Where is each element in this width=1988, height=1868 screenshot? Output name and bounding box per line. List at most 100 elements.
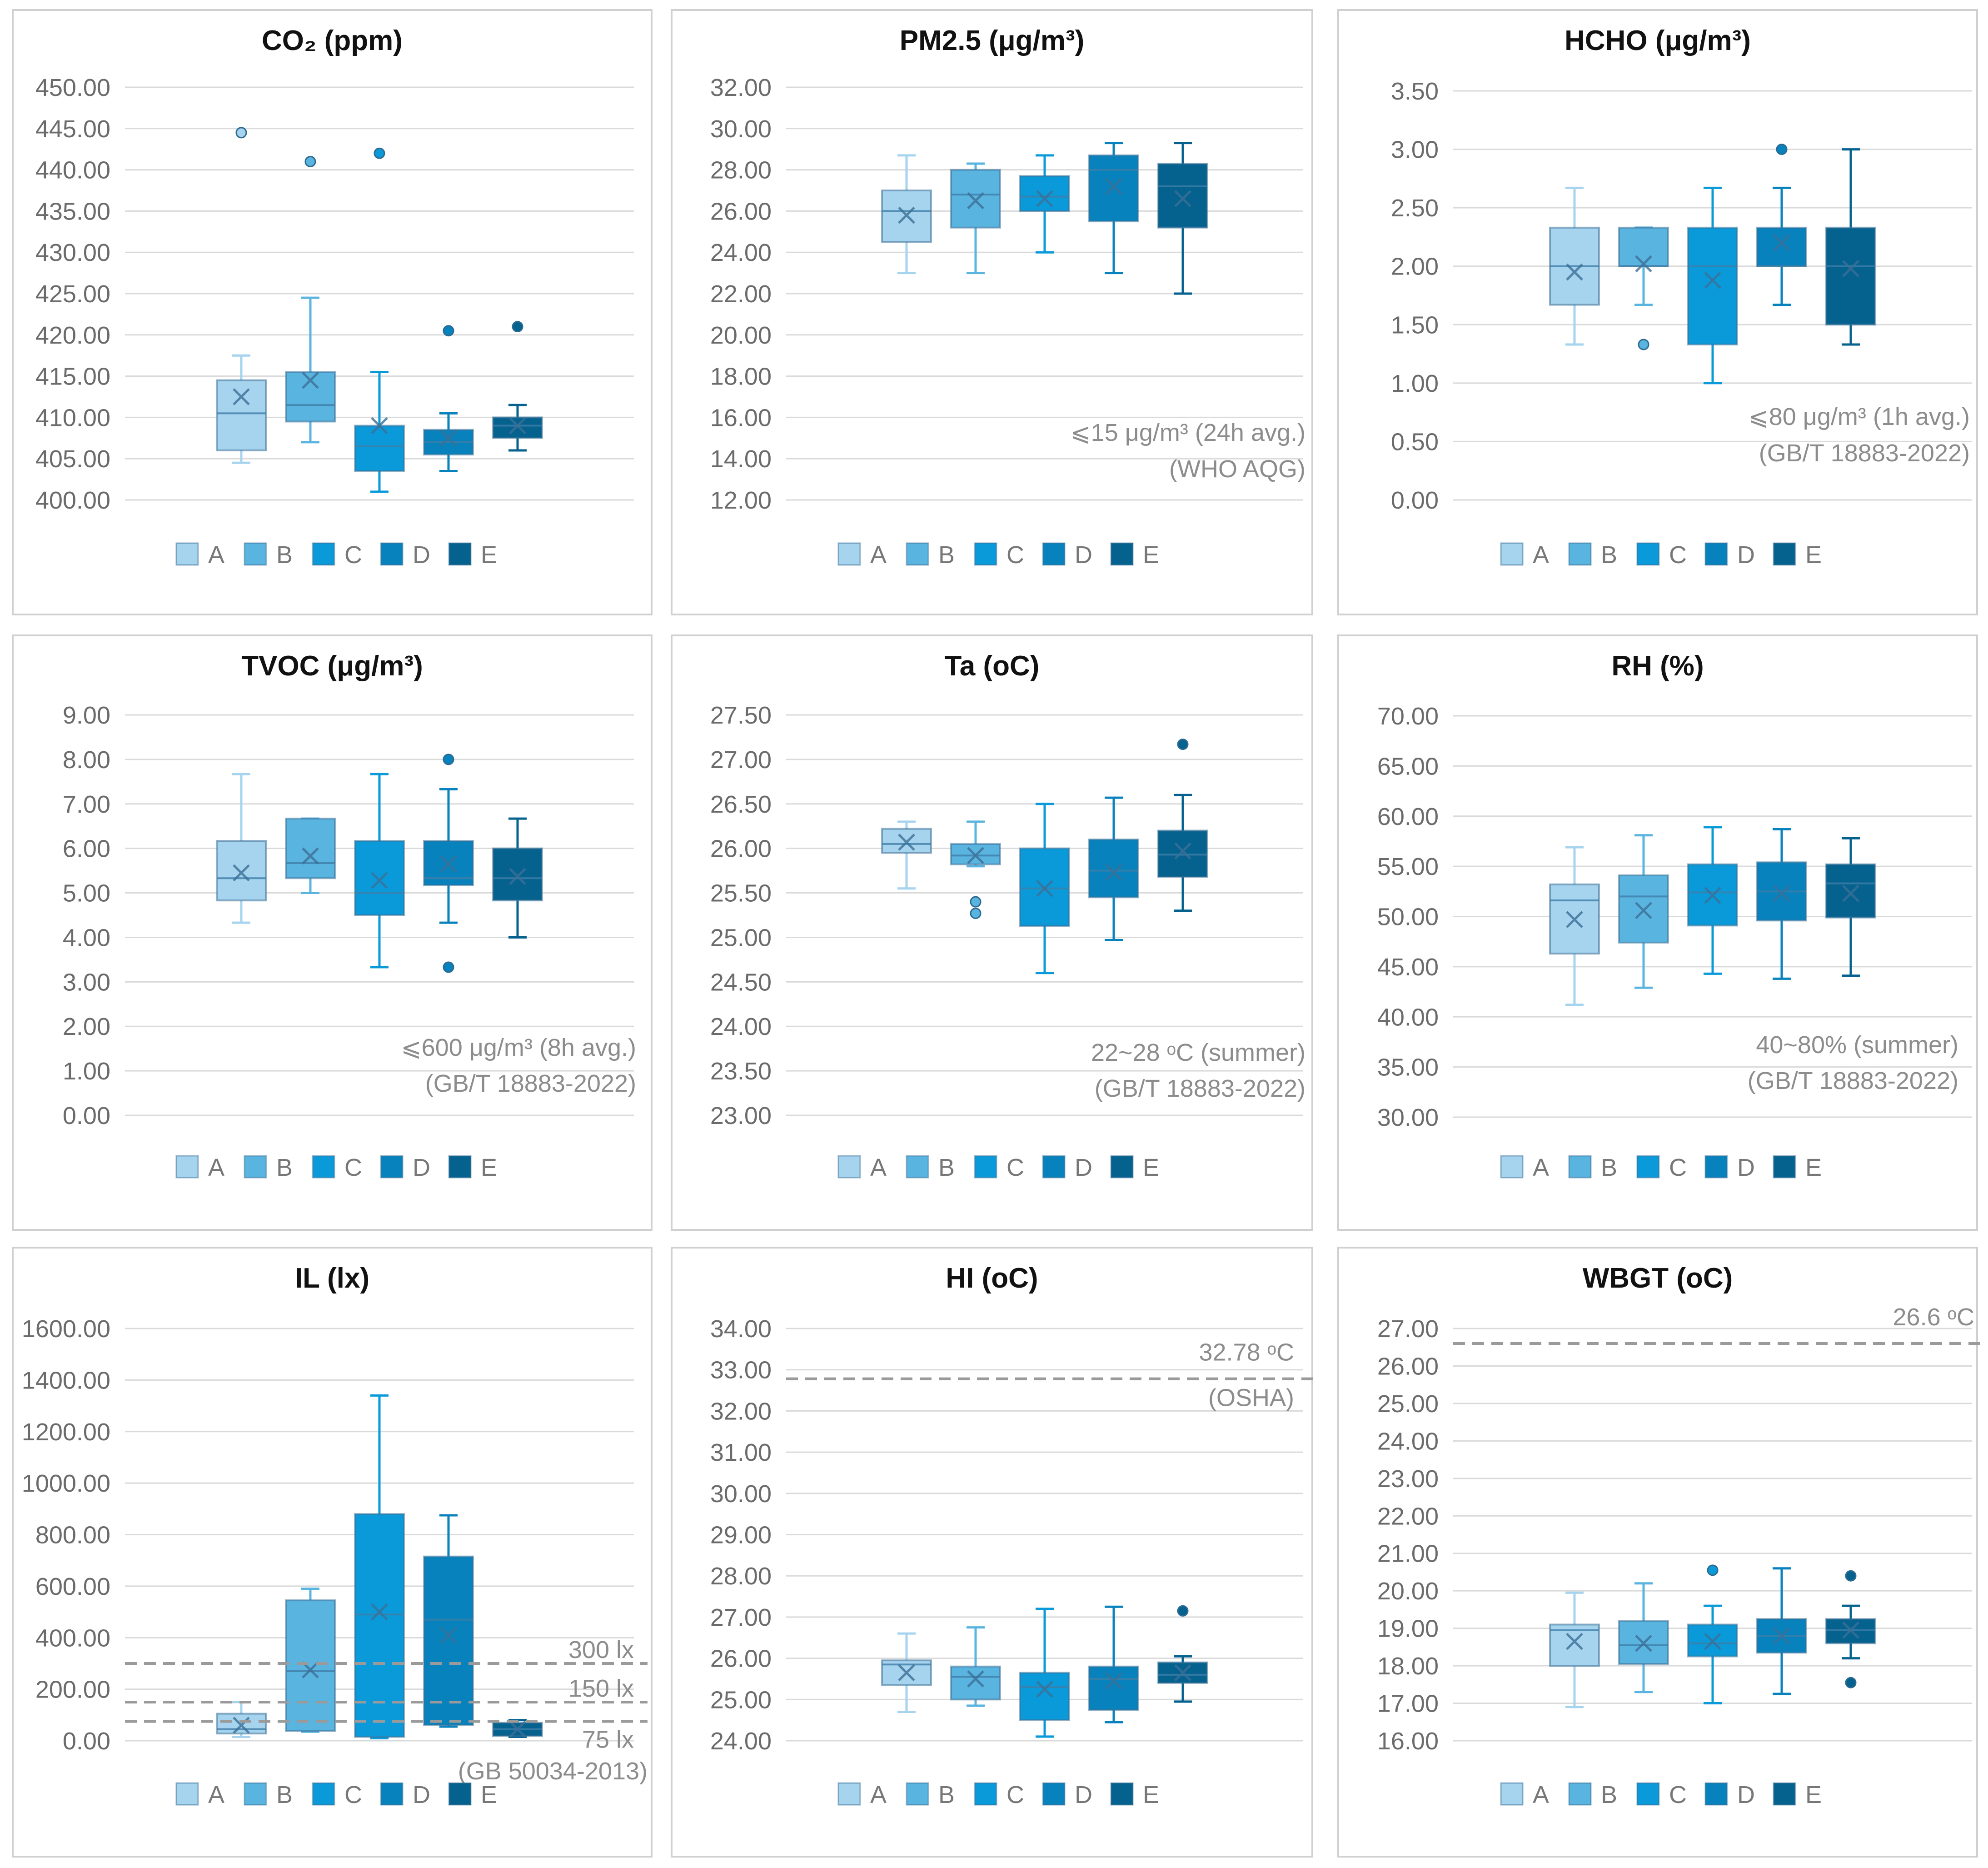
box-C	[354, 773, 405, 969]
y-tick-label: 25.50	[710, 880, 772, 907]
y-tick-label: 0.00	[63, 1102, 110, 1129]
outlier-point	[374, 147, 385, 159]
chart-title: WBGT (oC)	[1583, 1263, 1733, 1294]
iqr-box	[423, 1555, 474, 1726]
iqr-box	[354, 1513, 405, 1738]
box-B	[950, 1626, 1001, 1707]
chart-title: IL (lx)	[295, 1263, 369, 1294]
y-tick-label: 26.00	[710, 198, 772, 225]
panel-frame	[12, 1247, 653, 1858]
annotation-text: ⩽15 μg/m³ (24h avg.)	[1070, 419, 1305, 446]
y-tick-label: 1.00	[63, 1058, 110, 1085]
chart-title: PM2.5 (μg/m³)	[900, 25, 1085, 56]
mean-marker	[371, 417, 388, 435]
legend-swatch-E	[448, 1155, 472, 1179]
panel-frame	[12, 634, 653, 1231]
legend-label-D: D	[1075, 541, 1092, 569]
legend-label-C: C	[344, 1781, 362, 1808]
outlier-point	[1845, 1570, 1857, 1582]
y-tick-label: 12.00	[710, 487, 772, 514]
legend-swatch-A	[837, 1782, 861, 1806]
y-tick-label: 600.00	[35, 1573, 110, 1600]
y-tick-label: 45.00	[1377, 954, 1439, 981]
outlier-point	[304, 155, 316, 167]
legend-swatch-E	[1110, 542, 1134, 566]
panel-5: RH (%) 30.00 35.00 40.00 45.00 50.00 55.00 60.0…	[1337, 634, 1978, 1231]
legend-label-B: B	[1601, 1154, 1617, 1181]
box-E	[492, 817, 543, 939]
mean-marker	[440, 430, 457, 447]
outlier-point	[970, 896, 982, 908]
legend-label-D: D	[1737, 541, 1755, 569]
legend-label-D: D	[1075, 1781, 1092, 1808]
box-A	[881, 154, 932, 275]
outlier-point	[1177, 739, 1189, 750]
box-A	[216, 773, 267, 924]
y-tick-label: 2.00	[1391, 253, 1439, 280]
outlier-point	[443, 325, 454, 337]
legend-swatch-A	[837, 542, 861, 566]
box-D	[423, 1514, 474, 1728]
annotation-text: (GB/T 18883-2022)	[1759, 440, 1970, 467]
legend-label-A: A	[208, 1154, 224, 1181]
annotation-text: 22~28 ᵒC (summer)	[1091, 1039, 1305, 1066]
y-tick-label: 26.00	[710, 1645, 772, 1673]
y-tick-label: 29.00	[710, 1522, 772, 1549]
panel-4: Ta (oC) 23.00 23.50 24.00 24.50 25.00 25.50 26.…	[671, 634, 1313, 1231]
y-tick-label: 30.00	[1377, 1104, 1439, 1131]
y-tick-label: 4.00	[63, 924, 110, 951]
y-tick-label: 1.50	[1391, 311, 1439, 339]
iqr-box	[285, 818, 336, 879]
y-tick-label: 23.00	[710, 1102, 772, 1129]
y-tick-label: 400.00	[35, 487, 110, 514]
y-tick-label: 30.00	[710, 115, 772, 143]
outlier-point	[970, 908, 982, 919]
y-tick-label: 400.00	[35, 1624, 110, 1652]
outlier-point	[1845, 1677, 1857, 1688]
legend-label-D: D	[413, 541, 430, 569]
legend-swatch-D	[1042, 1155, 1066, 1179]
legend-swatch-B	[906, 1155, 929, 1179]
legend-swatch-B	[244, 1782, 267, 1806]
box-C	[354, 147, 405, 493]
legend-swatch-E	[448, 542, 472, 566]
iqr-box	[216, 840, 267, 902]
box-B	[1618, 1582, 1669, 1693]
y-tick-label: 27.00	[710, 746, 772, 774]
box-C	[1687, 826, 1738, 975]
mean-marker	[1842, 1621, 1859, 1639]
mean-marker	[1635, 902, 1652, 919]
box-B	[1618, 226, 1669, 350]
y-tick-label: 410.00	[35, 404, 110, 431]
box-E	[492, 321, 543, 452]
legend-label-E: E	[481, 541, 497, 569]
y-tick-label: 30.00	[710, 1480, 772, 1508]
iqr-box	[492, 847, 543, 902]
outlier-point	[1707, 1564, 1719, 1576]
annotation-text: 75 lx	[582, 1726, 634, 1753]
mean-marker	[302, 371, 319, 389]
legend-label-D: D	[1737, 1781, 1755, 1808]
mean-marker	[898, 834, 915, 851]
legend-label-C: C	[1006, 541, 1024, 569]
box-E	[1157, 739, 1208, 912]
y-tick-label: 25.00	[710, 1686, 772, 1713]
box-A	[881, 820, 932, 890]
y-tick-label: 1000.00	[22, 1470, 110, 1497]
y-tick-label: 440.00	[35, 157, 110, 184]
y-tick-label: 415.00	[35, 363, 110, 390]
mean-marker	[371, 1603, 388, 1621]
panel-frame	[12, 9, 653, 615]
y-tick-label: 0.00	[63, 1728, 110, 1755]
y-tick-label: 0.50	[1391, 428, 1439, 455]
box-A	[1549, 1591, 1600, 1708]
outlier-point	[443, 754, 454, 765]
legend-label-E: E	[1143, 1781, 1159, 1808]
outlier-point	[1638, 339, 1649, 350]
y-tick-label: 70.00	[1377, 703, 1439, 730]
box-D	[423, 754, 474, 973]
legend-swatch-B	[906, 1782, 929, 1806]
mean-marker	[967, 192, 984, 210]
legend-swatch-C	[312, 1782, 335, 1806]
legend-label-E: E	[481, 1154, 497, 1181]
